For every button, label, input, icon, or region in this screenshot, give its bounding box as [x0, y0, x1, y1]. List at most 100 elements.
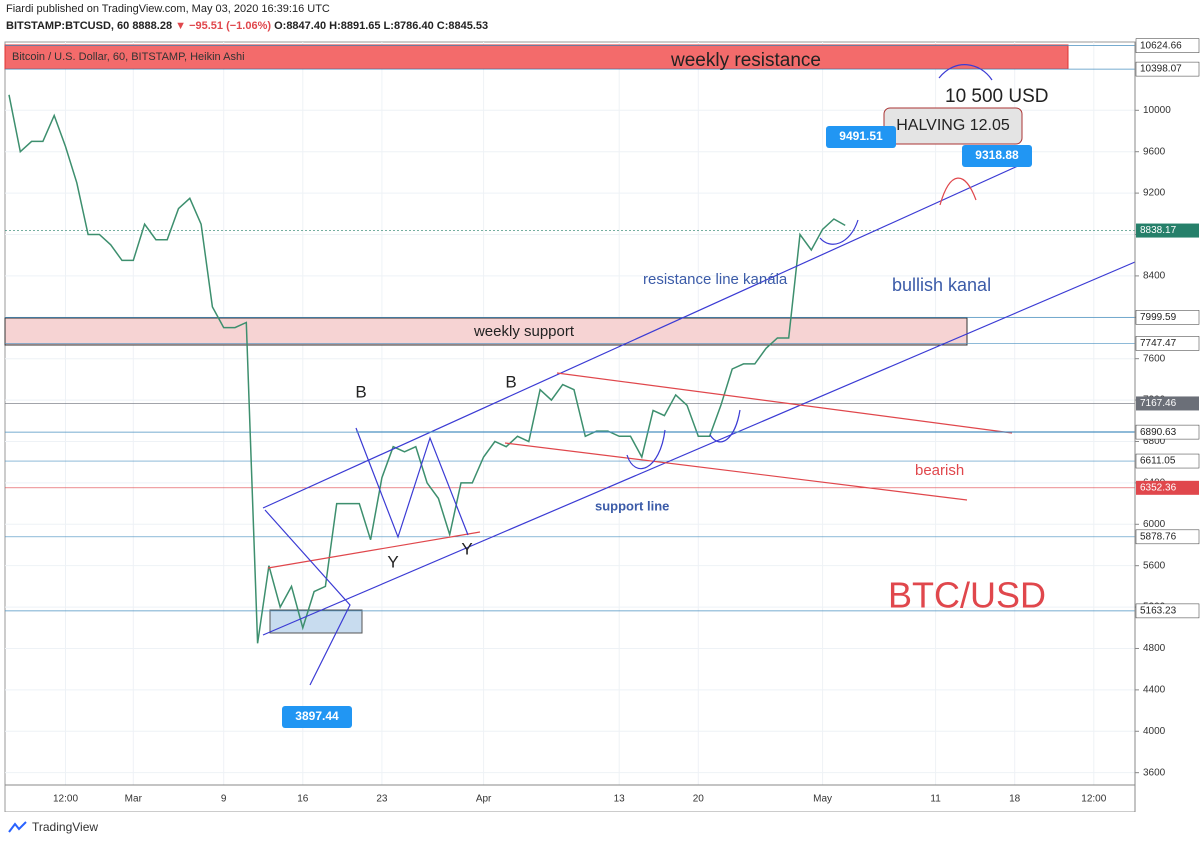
callouts: 9491.51 3897.44 9318.88 — [282, 126, 1032, 728]
level-tag — [1135, 38, 1200, 53]
neckline — [267, 531, 481, 569]
base-zone — [269, 609, 363, 634]
footer: TradingView — [8, 820, 98, 834]
level-tag — [1135, 603, 1200, 619]
x-tick-label: 9 — [221, 794, 227, 805]
level-tag — [1135, 453, 1200, 469]
resistance-label: weekly resistance — [670, 50, 821, 71]
y-tick-label: 6000 — [1143, 519, 1166, 530]
x-tick-label: 18 — [1009, 794, 1021, 805]
plot-frame — [4, 41, 1136, 812]
callout-box — [826, 126, 896, 148]
grid — [5, 42, 1135, 785]
y-tick-label: 4000 — [1143, 726, 1166, 737]
target-arrow — [938, 64, 993, 81]
halving-arrow — [939, 177, 977, 206]
bear-lower — [504, 442, 968, 501]
price-line — [8, 94, 846, 644]
bearish-label: bearish — [915, 462, 964, 479]
level-label: 6890.63 — [1140, 427, 1177, 438]
x-tick-label: 20 — [693, 794, 705, 805]
pair-label: BTC/USD — [888, 575, 1046, 616]
level-tag — [1136, 396, 1199, 411]
channel-upper — [262, 164, 1021, 509]
bounce-1 — [626, 429, 666, 470]
legend: Bitcoin / U.S. Dollar, 60, BITSTAMP, Hei… — [12, 51, 245, 63]
x-tick-label: 11 — [930, 794, 941, 805]
y-tick-label: 9200 — [1143, 188, 1166, 199]
series — [8, 94, 846, 644]
x-tick-label: 13 — [614, 794, 626, 805]
bear-upper — [556, 372, 1013, 434]
y-tick-label: 4800 — [1143, 643, 1166, 654]
level-tag — [1135, 61, 1200, 77]
support-zone — [4, 317, 968, 346]
channel-lower — [262, 261, 1136, 636]
last-price: 8888.28 — [132, 20, 173, 32]
y-tick-label: 8400 — [1143, 271, 1166, 282]
logo — [8, 821, 27, 833]
y-label: Y — [387, 552, 398, 571]
levels — [5, 45, 1135, 612]
x-tick-label: 23 — [376, 794, 388, 805]
level-label: 10398.07 — [1140, 64, 1182, 75]
level-tag — [1136, 480, 1199, 495]
brand: TradingView — [32, 820, 99, 834]
publisher: Fiardi published on TradingView.com, May… — [6, 3, 330, 15]
bounce-3 — [819, 219, 859, 245]
wedge-2 — [355, 427, 469, 539]
x-tick-label: 12:00 — [53, 794, 78, 805]
resistance-zone — [4, 44, 1069, 70]
x-tick-label: May — [813, 794, 832, 805]
y-tick-label: 3600 — [1143, 767, 1166, 778]
callout-box — [282, 706, 352, 728]
level-label: 6352.36 — [1140, 482, 1177, 493]
ohlc: O:8847.40 H:8891.65 L:8786.40 C:8845.53 — [274, 20, 489, 32]
y-tick-label: 6800 — [1143, 436, 1166, 447]
callout-label: 9318.88 — [975, 148, 1019, 162]
y-tick-label: 4400 — [1143, 685, 1166, 696]
y-tick-label: 9600 — [1143, 146, 1166, 157]
support-label: weekly support — [473, 323, 575, 340]
level-label: 6611.05 — [1140, 456, 1176, 467]
labels: Bitcoin / U.S. Dollar, 60, BITSTAMP, Hei… — [12, 50, 1049, 616]
support-line-label: support line — [595, 498, 669, 513]
channel-top-label: resistance line kanála — [643, 271, 788, 288]
level-tag — [1136, 223, 1199, 238]
channel-label: bullish kanal — [892, 275, 991, 295]
halving-label: HALVING 12.05 — [896, 117, 1010, 134]
level-label: 7167.46 — [1140, 398, 1177, 409]
quote-line: BITSTAMP:BTCUSD, 60 8888.28 ▼ −95.51 (−1… — [6, 20, 488, 32]
x-tick-label: 12:00 — [1081, 794, 1106, 805]
level-label: 8838.17 — [1140, 225, 1177, 236]
level-tag — [1135, 336, 1200, 351]
drawings — [262, 64, 1136, 686]
b-label: B — [505, 372, 516, 391]
change: ▼ −95.51 (−1.06%) — [175, 20, 272, 32]
level-label: 7999.59 — [1140, 312, 1177, 323]
b-label: B — [355, 382, 366, 401]
level-label: 5163.23 — [1140, 606, 1177, 617]
level-label: 7747.47 — [1140, 338, 1177, 349]
callout-label: 9491.51 — [839, 129, 883, 143]
y-tick-label: 7600 — [1143, 353, 1166, 364]
target-label: 10 500 USD — [945, 86, 1049, 107]
x-tick-label: 16 — [297, 794, 309, 805]
chart: Bitcoin / U.S. Dollar, 60, BITSTAMP, Hei… — [4, 38, 1200, 812]
symbol: BITSTAMP:BTCUSD, 60 — [6, 20, 130, 32]
callout-box — [962, 145, 1032, 167]
y-label: Y — [461, 539, 472, 558]
level-tag — [1135, 529, 1200, 545]
wedge-1 — [264, 509, 351, 686]
level-tag — [1135, 424, 1200, 440]
level-tag — [1135, 310, 1200, 325]
callout-label: 3897.44 — [295, 709, 339, 723]
y-tick-label: 10000 — [1143, 105, 1171, 116]
bounce-2 — [709, 409, 741, 443]
x-tick-label: Apr — [476, 794, 492, 805]
level-label: 5878.76 — [1140, 531, 1177, 542]
y-tick-label: 5600 — [1143, 560, 1166, 571]
level-label: 10624.66 — [1140, 40, 1182, 51]
x-tick-label: Mar — [125, 794, 143, 805]
